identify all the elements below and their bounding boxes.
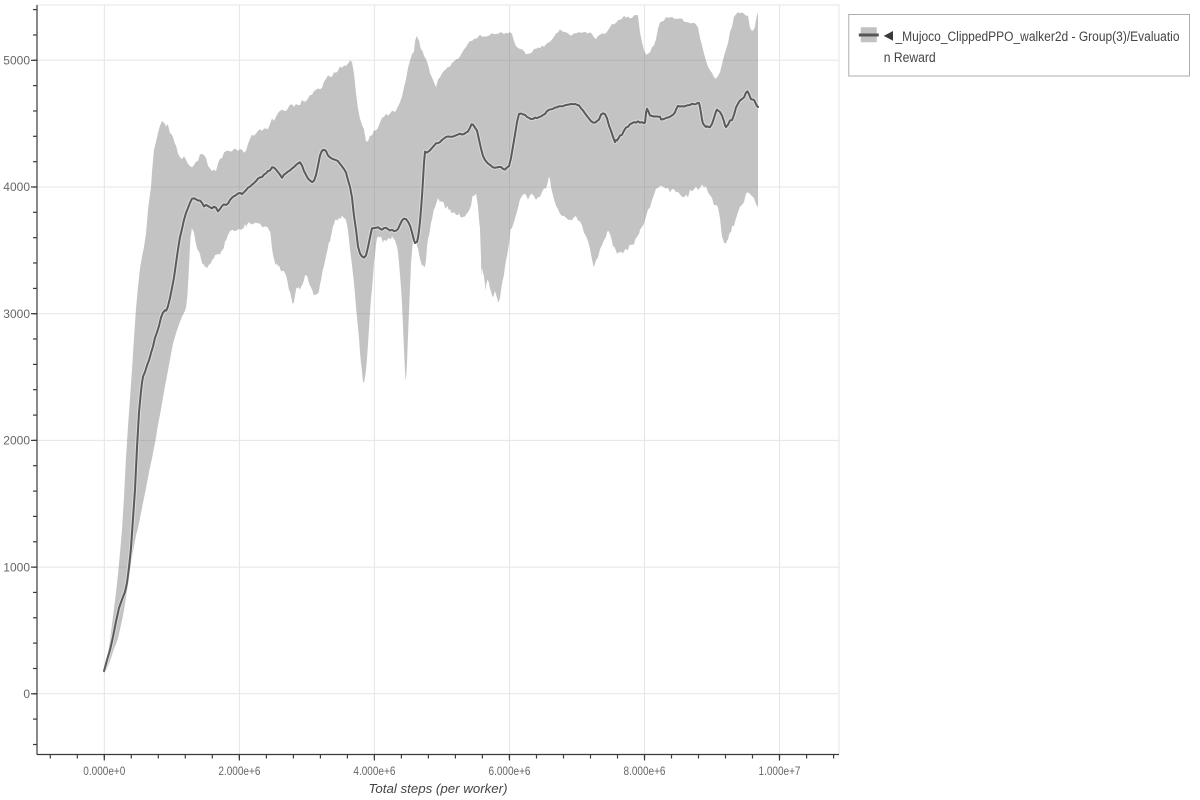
svg-text:Total steps (per worker): Total steps (per worker) [369,781,508,796]
svg-text:2.000e+6: 2.000e+6 [218,764,260,778]
svg-text:4.000e+6: 4.000e+6 [353,764,395,778]
svg-text:5000: 5000 [3,54,30,68]
svg-text:n Reward: n Reward [884,50,936,65]
svg-text:1000: 1000 [3,560,30,574]
svg-text:0.000e+0: 0.000e+0 [83,764,125,778]
svg-text:_Mujoco_ClippedPPO_walker2d -: _Mujoco_ClippedPPO_walker2d - Group(3)/E… [895,29,1180,44]
svg-text:2000: 2000 [3,434,30,448]
svg-text:1.000e+7: 1.000e+7 [759,764,801,778]
svg-text:0: 0 [23,687,30,701]
svg-text:6.000e+6: 6.000e+6 [489,764,531,778]
svg-text:8.000e+6: 8.000e+6 [624,764,666,778]
svg-text:3000: 3000 [3,307,30,321]
svg-text:4000: 4000 [3,180,30,194]
